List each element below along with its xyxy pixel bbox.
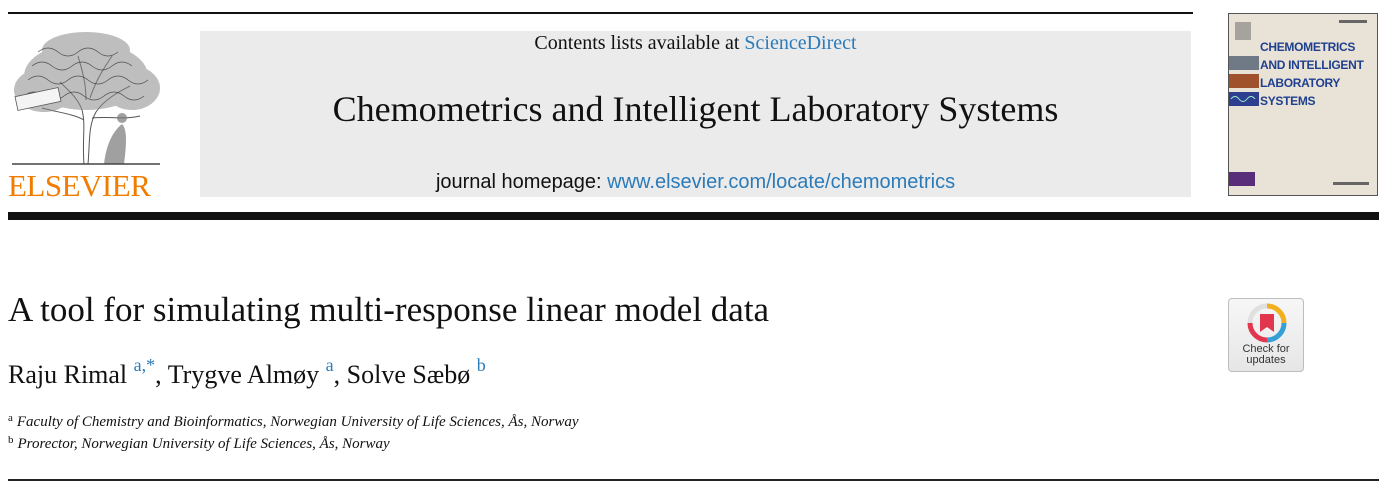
homepage-prefix: journal homepage: [435, 171, 608, 193]
elsevier-logo[interactable]: ELSEVIER [8, 30, 164, 203]
journal-banner: Contents lists available at ScienceDirec… [200, 31, 1191, 197]
journal-title: Chemometrics and Intelligent Laboratory … [332, 89, 1059, 129]
cover-journal-title: CHEMOMETRICS AND INTELLIGENT LABORATORY … [1260, 40, 1364, 108]
author-affiliation-marker[interactable]: b [476, 355, 486, 375]
elsevier-wordmark: ELSEVIER [8, 168, 151, 203]
header-thick-rule [8, 212, 1379, 220]
contents-line: Contents lists available at ScienceDirec… [200, 32, 1191, 55]
tree-icon [12, 32, 160, 165]
check-for-updates-label: Check for updates [1242, 343, 1290, 366]
affiliation-text: Prorector, Norwegian University of Life … [17, 436, 390, 452]
corresponding-author-marker[interactable]: * [146, 355, 156, 375]
affiliation-a: a Faculty of Chemistry and Bioinformatics… [8, 412, 579, 431]
journal-cover[interactable]: CHEMOMETRICS AND INTELLIGENT LABORATORY … [1228, 13, 1378, 196]
author-separator: , [155, 360, 168, 389]
affiliation-marker: a [8, 412, 13, 424]
cover-art [1229, 20, 1369, 186]
author-list: Raju Rimal a,*, Trygve Almøy a, Solve Sæ… [8, 356, 486, 390]
author-name[interactable]: Trygve Almøy [167, 360, 320, 389]
author-separator: , [333, 360, 347, 389]
contents-prefix: Contents lists available at [534, 32, 745, 54]
check-for-updates-button[interactable]: Check for updates [1228, 298, 1304, 372]
article-title: A tool for simulating multi-response lin… [8, 290, 770, 329]
author-affiliation-marker[interactable]: a [325, 355, 334, 375]
author-name[interactable]: Raju Rimal [8, 360, 128, 389]
affiliation-b: b Prorector, Norwegian University of Life… [8, 434, 390, 453]
bookmark-icon [1247, 303, 1287, 343]
affiliation-text: Faculty of Chemistry and Bioinformatics,… [16, 414, 579, 430]
sciencedirect-link[interactable]: ScienceDirect [744, 32, 857, 54]
affiliation-marker: b [8, 434, 14, 446]
homepage-line: journal homepage: www.elsevier.com/locat… [200, 171, 1191, 194]
journal-homepage-link[interactable]: www.elsevier.com/locate/chemometrics [607, 171, 956, 193]
author-affiliation-marker[interactable]: a, [133, 355, 147, 375]
author-name[interactable]: Solve Sæbø [346, 360, 471, 389]
header-bottom-rule [8, 479, 1379, 481]
header-top-rule [8, 12, 1193, 14]
